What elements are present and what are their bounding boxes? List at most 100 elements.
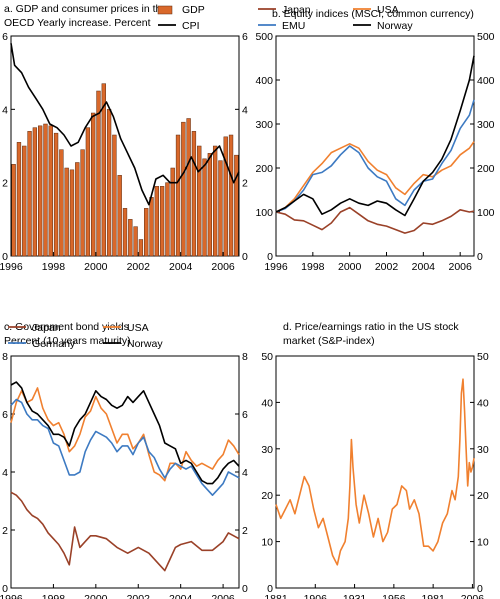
x-tick-label: 1981 <box>421 593 445 599</box>
y-tick-label-right: 20 <box>477 490 489 502</box>
y-tick-label-right: 4 <box>242 104 248 116</box>
x-tick-label: 2000 <box>84 261 108 273</box>
y-tick-label-right: 0 <box>242 583 248 595</box>
chart-panel-b: b. Equity indices (MSCI, common currency… <box>250 0 500 290</box>
y-tick-label-left: 0 <box>2 251 8 263</box>
x-tick-label: 2006 <box>211 261 235 273</box>
y-tick-label-left: 0 <box>2 583 8 595</box>
bar-gdp <box>117 175 122 257</box>
bar-gdp <box>122 208 128 257</box>
y-tick-label-right: 6 <box>242 409 248 421</box>
y-tick-label-right: 0 <box>242 251 248 263</box>
x-tick-label: 1881 <box>264 593 288 599</box>
y-tick-label-left: 8 <box>2 351 8 363</box>
x-tick-label: 1998 <box>42 261 66 273</box>
chart-d-plot: 0 0 10 10 20 20 30 30 40 40 50 50 1881 1906 1931 1956 19… <box>261 351 489 599</box>
legend-label-usa: USA <box>127 322 149 334</box>
y-tick-label-right: 2 <box>242 178 248 190</box>
y-tick-label-left: 40 <box>261 397 273 409</box>
bar-gdp <box>43 123 48 257</box>
bar-gdp <box>96 90 101 257</box>
x-tick-label: 1931 <box>343 593 367 599</box>
y-tick-label-left: 30 <box>261 444 273 456</box>
bar-gdp <box>53 132 59 257</box>
x-tick-label: 1996 <box>0 261 23 273</box>
bar-gdp <box>223 136 228 257</box>
y-tick-label-right: 300 <box>477 119 495 131</box>
x-tick-label: 2002 <box>127 593 151 599</box>
bar-gdp <box>149 197 154 257</box>
y-tick-label-left: 2 <box>2 525 8 537</box>
plot-frame <box>10 355 240 589</box>
y-tick-label-left: 6 <box>2 409 8 421</box>
bar-gdp <box>197 145 202 257</box>
legend-label-norway: Norway <box>377 20 413 32</box>
series-line-cpi <box>10 43 240 206</box>
series-line-norway <box>10 381 240 485</box>
bar-gdp <box>91 112 96 257</box>
series-line-japan <box>275 206 475 234</box>
bar-gdp <box>32 127 38 257</box>
x-tick-label: 2002 <box>375 261 399 273</box>
bar-gdp <box>144 208 149 257</box>
y-tick-label-left: 4 <box>2 104 8 116</box>
chart-panel-a: a. GDP and consumer prices in the OECD Y… <box>0 0 250 290</box>
chart-d-title-line2: market (S&P-index) <box>283 335 375 347</box>
chart-panel-c: c. Government bond yields Percent (10 ye… <box>0 318 250 599</box>
x-tick-label: 2002 <box>127 261 151 273</box>
legend-label-japan: Japan <box>32 322 61 334</box>
bar-gdp <box>154 186 159 257</box>
y-tick-label-left: 400 <box>255 75 273 87</box>
y-tick-label-left: 2 <box>2 178 8 190</box>
bar-gdp <box>112 134 117 257</box>
chart-c-title-line1: c. Government bond yields <box>4 321 129 333</box>
y-tick-label-left: 200 <box>255 163 273 175</box>
bar-gdp <box>11 164 16 257</box>
plot-frame <box>275 355 475 589</box>
plot-frame <box>275 35 475 257</box>
y-tick-label-right: 0 <box>477 251 483 263</box>
y-tick-label-right: 10 <box>477 537 489 549</box>
bar-gdp <box>212 145 218 257</box>
x-tick-label: 2000 <box>338 261 362 273</box>
x-tick-label: 1996 <box>264 261 288 273</box>
x-tick-label: 2004 <box>169 261 193 273</box>
bar-gdp <box>218 160 223 257</box>
y-tick-label-left: 20 <box>261 490 273 502</box>
bar-gdp <box>64 167 69 257</box>
bar-gdp <box>207 153 212 257</box>
bar-gdp <box>170 167 175 257</box>
bar-gdp <box>48 125 53 257</box>
y-tick-label-right: 50 <box>477 351 489 363</box>
y-tick-label-right: 400 <box>477 75 495 87</box>
y-tick-label-right: 4 <box>242 467 248 479</box>
y-tick-label-right: 2 <box>242 525 248 537</box>
series-line-usa <box>10 387 240 482</box>
y-tick-label-left: 4 <box>2 467 8 479</box>
legend-label-gdp: GDP <box>182 4 205 16</box>
bar-gdp <box>228 134 234 257</box>
bar-gdp <box>69 169 75 257</box>
y-tick-label-left: 0 <box>267 251 273 263</box>
series-line-p-e <box>275 378 475 566</box>
bar-gdp <box>128 219 133 257</box>
bar-gdp <box>106 109 112 257</box>
legend-label-usa: USA <box>377 4 399 16</box>
chart-a-title-line1: a. GDP and consumer prices in the <box>4 3 168 15</box>
bar-gdp <box>202 158 207 257</box>
series-line-japan <box>10 491 240 572</box>
y-tick-label-left: 10 <box>261 537 273 549</box>
y-tick-label-right: 100 <box>477 207 495 219</box>
series-line-norway <box>275 55 475 217</box>
legend-label-emu: EMU <box>282 20 305 32</box>
bar-gdp <box>38 125 43 257</box>
series-line-emu <box>275 99 475 213</box>
chart-d-title-line1: d. Price/earnings ratio in the US stock <box>283 321 459 333</box>
legend-label-norway: Norway <box>127 338 163 350</box>
series-line-usa <box>275 141 475 213</box>
legend-label-japan: Japan <box>282 4 311 16</box>
x-tick-label: 2000 <box>84 593 108 599</box>
chart-b-title-line1: b. Equity indices (MSCI, common currency… <box>272 8 474 20</box>
bar-gdp <box>27 131 32 257</box>
x-tick-label: 1906 <box>304 593 328 599</box>
